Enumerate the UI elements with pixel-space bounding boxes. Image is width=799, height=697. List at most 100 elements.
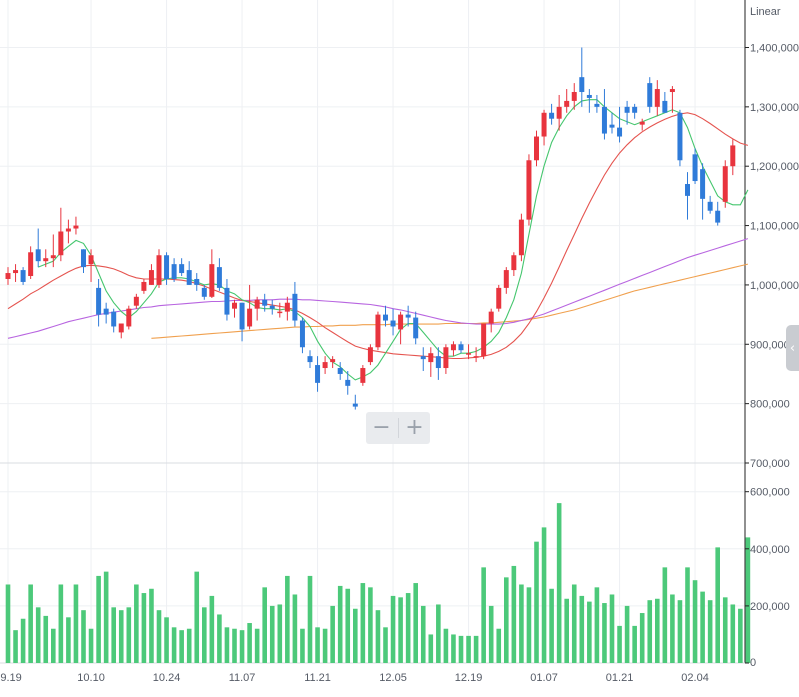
candle-body xyxy=(685,184,690,196)
volume-bar xyxy=(360,583,366,663)
candle-body xyxy=(428,353,434,363)
candle xyxy=(534,130,539,167)
candle-body xyxy=(35,249,41,262)
volume-bar xyxy=(609,594,615,663)
volume-bar xyxy=(738,608,743,663)
candle-body xyxy=(466,353,472,355)
volume-bar xyxy=(730,604,736,663)
volume-bar xyxy=(35,607,41,663)
candle xyxy=(556,94,562,131)
candle xyxy=(473,347,479,363)
candle-body xyxy=(722,166,728,202)
side-panel-toggle[interactable]: ‹ xyxy=(786,325,799,371)
volume-bar xyxy=(715,547,720,663)
zoom-out-button[interactable]: − xyxy=(372,415,391,440)
candle xyxy=(118,323,124,339)
candle xyxy=(201,284,207,300)
candle-body xyxy=(443,347,449,369)
candle-body xyxy=(20,270,26,282)
candle xyxy=(617,106,623,143)
volume-bar xyxy=(58,584,64,663)
volume-bar xyxy=(186,628,192,663)
volume-bar xyxy=(405,593,411,663)
candle xyxy=(488,308,494,333)
candle-body xyxy=(571,92,577,101)
candle xyxy=(420,347,426,371)
candle xyxy=(65,219,71,244)
candle-body xyxy=(367,347,373,363)
candle xyxy=(337,362,343,380)
candle xyxy=(299,317,305,354)
candle xyxy=(481,323,487,360)
candle xyxy=(307,350,313,369)
candle-body xyxy=(330,359,336,363)
candle xyxy=(541,109,547,146)
candle-body xyxy=(81,249,86,268)
candle xyxy=(133,293,139,309)
candle xyxy=(594,94,600,113)
volume-bar xyxy=(473,635,479,663)
candle-body xyxy=(247,308,253,327)
time-tick-label: 02.04 xyxy=(681,672,709,684)
candle-body xyxy=(126,308,132,327)
volume-bar xyxy=(519,584,524,663)
candle-body xyxy=(413,317,419,339)
candle-body xyxy=(420,356,426,360)
ma120-line xyxy=(151,263,749,339)
volume-bar xyxy=(398,597,403,663)
volume-bar xyxy=(632,625,637,663)
volume-bar xyxy=(587,601,592,663)
volume-bar xyxy=(368,587,373,663)
volume-bar xyxy=(164,617,169,663)
time-tick-label: 10.10 xyxy=(77,672,105,684)
time-tick-label: 12.05 xyxy=(379,672,407,684)
candle-body xyxy=(579,77,585,93)
volume-bar xyxy=(337,585,343,663)
candle-body xyxy=(669,89,675,93)
price-gridlines xyxy=(0,46,745,464)
candle-body xyxy=(269,305,275,309)
candle-body xyxy=(201,287,207,297)
candle-body xyxy=(473,356,479,358)
candle xyxy=(186,261,192,285)
candle xyxy=(209,249,215,298)
candle xyxy=(632,103,638,119)
zoom-in-button[interactable]: + xyxy=(405,415,424,440)
volume-bar xyxy=(285,575,290,663)
candle-body xyxy=(299,320,305,348)
volume-bar xyxy=(624,605,630,663)
candle xyxy=(239,302,245,342)
candle-body xyxy=(88,255,94,265)
time-tick-label: 09.19 xyxy=(0,672,22,684)
candle-body xyxy=(96,287,102,315)
candle-body xyxy=(13,270,19,274)
candle xyxy=(677,109,683,167)
volume-bar xyxy=(677,600,683,663)
scale-type-label[interactable]: Linear xyxy=(750,6,781,18)
candle-body xyxy=(435,356,441,369)
time-tick-label: 01.07 xyxy=(530,672,558,684)
candle xyxy=(601,89,607,140)
volume-bar xyxy=(194,571,200,663)
candle-body xyxy=(111,311,117,327)
candle xyxy=(503,267,509,294)
volume-bar xyxy=(504,577,509,663)
candle xyxy=(722,160,728,208)
candle-body xyxy=(337,368,343,374)
candle-body xyxy=(654,89,660,107)
candle-body xyxy=(148,270,154,285)
candle xyxy=(654,80,660,116)
volume-bar xyxy=(488,605,494,663)
candle-body xyxy=(164,255,170,279)
volume-bar xyxy=(594,587,600,663)
volume-bar xyxy=(662,567,668,663)
candle-body xyxy=(209,264,215,297)
candle-body xyxy=(156,255,162,285)
price-tick-label: 1,200,000 xyxy=(750,161,799,173)
candle-body xyxy=(526,160,532,220)
price-tick-label: 700,000 xyxy=(750,458,790,470)
candle xyxy=(624,100,630,125)
volume-bar xyxy=(73,584,79,663)
candle xyxy=(375,311,381,351)
